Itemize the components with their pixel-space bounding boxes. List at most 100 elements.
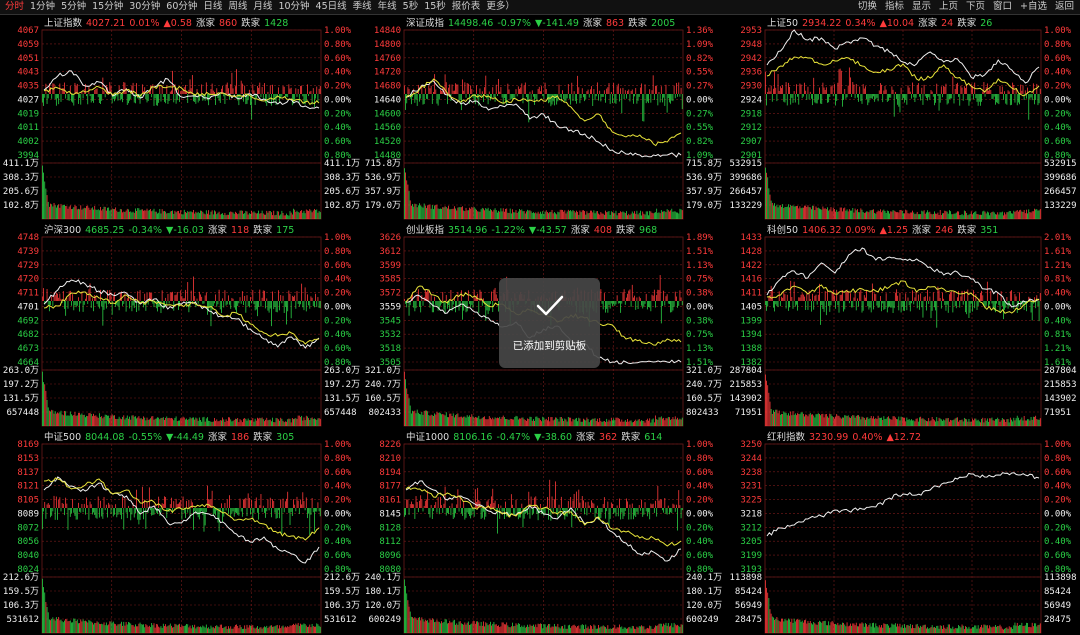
volume-bar [132, 625, 134, 633]
breadth-bar [631, 89, 633, 94]
breadth-bar [433, 91, 434, 94]
timeframe-tab[interactable]: 15分钟 [92, 1, 124, 12]
breadth-bar [526, 94, 527, 98]
breadth-bar [408, 508, 410, 515]
breadth-bar [453, 90, 455, 94]
volume-bar [542, 416, 544, 426]
volume-bar [592, 418, 594, 426]
volume-bar [527, 624, 529, 633]
timeframe-tab[interactable]: 报价表 [451, 1, 481, 12]
breadth-bar [231, 72, 233, 94]
timeframe-tab[interactable]: 10分钟 [278, 1, 310, 12]
index-change: ▲10.04 [879, 18, 915, 29]
breadth-bar [779, 301, 781, 307]
timeframe-tab[interactable]: 周线 [228, 1, 248, 12]
breadth-bar [154, 504, 156, 508]
volume-bar [250, 625, 251, 633]
breadth-bar [300, 499, 301, 508]
volume-bar [456, 623, 458, 633]
volume-bar [557, 623, 559, 633]
breadth-bar [486, 501, 488, 508]
breadth-bar [843, 94, 844, 100]
tool-button[interactable]: 上页 [938, 1, 958, 12]
breadth-bar [626, 297, 627, 301]
timeframe-tab[interactable]: 更多） [486, 1, 515, 12]
volume-bar [591, 626, 592, 633]
timeframe-tab[interactable]: 1分钟 [30, 1, 56, 12]
volume-bar [628, 213, 630, 219]
volume-bar [230, 211, 232, 219]
tool-button[interactable]: 下页 [965, 1, 985, 12]
volume-bar [112, 208, 114, 219]
breadth-bar [1030, 94, 1032, 98]
volume-bar [868, 624, 870, 633]
volume-bar [490, 209, 491, 219]
tool-button[interactable]: +自选 [1020, 1, 1047, 12]
breadth-bar [253, 301, 255, 305]
rise-label: 涨家 [918, 18, 938, 29]
breadth-bar [913, 94, 915, 98]
index-panel[interactable]: 3250 3244 3238 3231 3225 3218 3212 3205 3199 3193… [723, 428, 1080, 635]
volume-bar [1028, 419, 1030, 426]
tool-button[interactable]: 显示 [911, 1, 931, 12]
volume-bar [406, 593, 408, 633]
tool-button[interactable]: 窗口 [993, 1, 1013, 12]
tool-button[interactable]: 切换 [857, 1, 877, 12]
breadth-bar [663, 94, 665, 98]
breadth-bar [868, 301, 870, 310]
breadth-bar [775, 301, 777, 305]
breadth-bar [67, 508, 69, 530]
y-tick-left: 8080 [379, 565, 401, 575]
breadth-bar [471, 508, 473, 516]
breadth-bar [109, 82, 111, 94]
timeframe-tab[interactable]: 5分钟 [61, 1, 87, 12]
volume-bar [133, 416, 135, 426]
index-panel[interactable]: 14840 14800 14760 14720 14680 14640 14600 14560… [362, 14, 722, 221]
breadth-bar [436, 301, 438, 306]
timeframe-tab[interactable]: 日线 [203, 1, 223, 12]
volume-bar [774, 411, 775, 426]
tool-button[interactable]: 返回 [1054, 1, 1074, 12]
volume-bar [103, 416, 105, 426]
volume-bar [218, 421, 220, 426]
volume-bar [159, 419, 161, 426]
volume-bar [778, 410, 780, 426]
timeframe-tab[interactable]: 15秒 [424, 1, 446, 12]
volume-bar [961, 214, 963, 219]
breadth-bar [972, 85, 973, 94]
index-panel[interactable]: 3626 3612 3599 3585 3572 3559 3545 3532 3518 3505… [362, 221, 722, 428]
volume-bar [492, 623, 494, 633]
index-panel[interactable]: 2953 2948 2942 2936 2930 2924 2918 2912 2907 2901… [723, 14, 1080, 221]
index-price: 14498.46 [448, 18, 494, 29]
timeframe-tab[interactable]: 年线 [377, 1, 397, 12]
timeframe-tab[interactable]: 分时 [5, 1, 25, 12]
breadth-bar [890, 301, 892, 308]
timeframe-tab[interactable]: 45日线 [315, 1, 347, 12]
breadth-bar [567, 501, 569, 508]
breadth-bar [159, 84, 161, 94]
volume-bar [535, 212, 537, 219]
index-panel[interactable]: 8226 8210 8194 8177 8161 8145 8128 8112 8096 8080… [362, 428, 722, 635]
index-panel[interactable]: 4748 4739 4729 4720 4711 4701 4692 4682 4673 4664… [0, 221, 360, 428]
volume-bar [290, 212, 292, 219]
volume-bar [449, 620, 451, 633]
breadth-bar [262, 290, 264, 301]
volume-bar [198, 417, 200, 426]
timeframe-tab[interactable]: 5秒 [402, 1, 419, 12]
volume-bar [436, 204, 438, 219]
index-panel[interactable]: 1433 1428 1422 1416 1411 1405 1399 1394 1388 1382… [723, 221, 1080, 428]
breadth-bar [68, 291, 70, 301]
volume-bar [619, 624, 620, 633]
timeframe-tab[interactable]: 30分钟 [129, 1, 161, 12]
y-tick-left: 4748 [17, 233, 39, 243]
volume-bar [207, 417, 208, 426]
timeframe-tab[interactable]: 季线 [352, 1, 372, 12]
timeframe-tab[interactable]: 60分钟 [166, 1, 198, 12]
volume-bar [679, 626, 681, 633]
index-panel[interactable]: 4067 4059 4051 4043 4035 4027 4019 4011 4002 3994… [0, 14, 360, 221]
timeframe-tab[interactable]: 月线 [253, 1, 273, 12]
index-panel[interactable]: 8169 8153 8137 8121 8105 8089 8072 8056 8040 8024… [0, 428, 360, 635]
tool-button[interactable]: 指标 [884, 1, 904, 12]
breadth-bar [486, 301, 488, 311]
volume-bar [230, 626, 232, 633]
